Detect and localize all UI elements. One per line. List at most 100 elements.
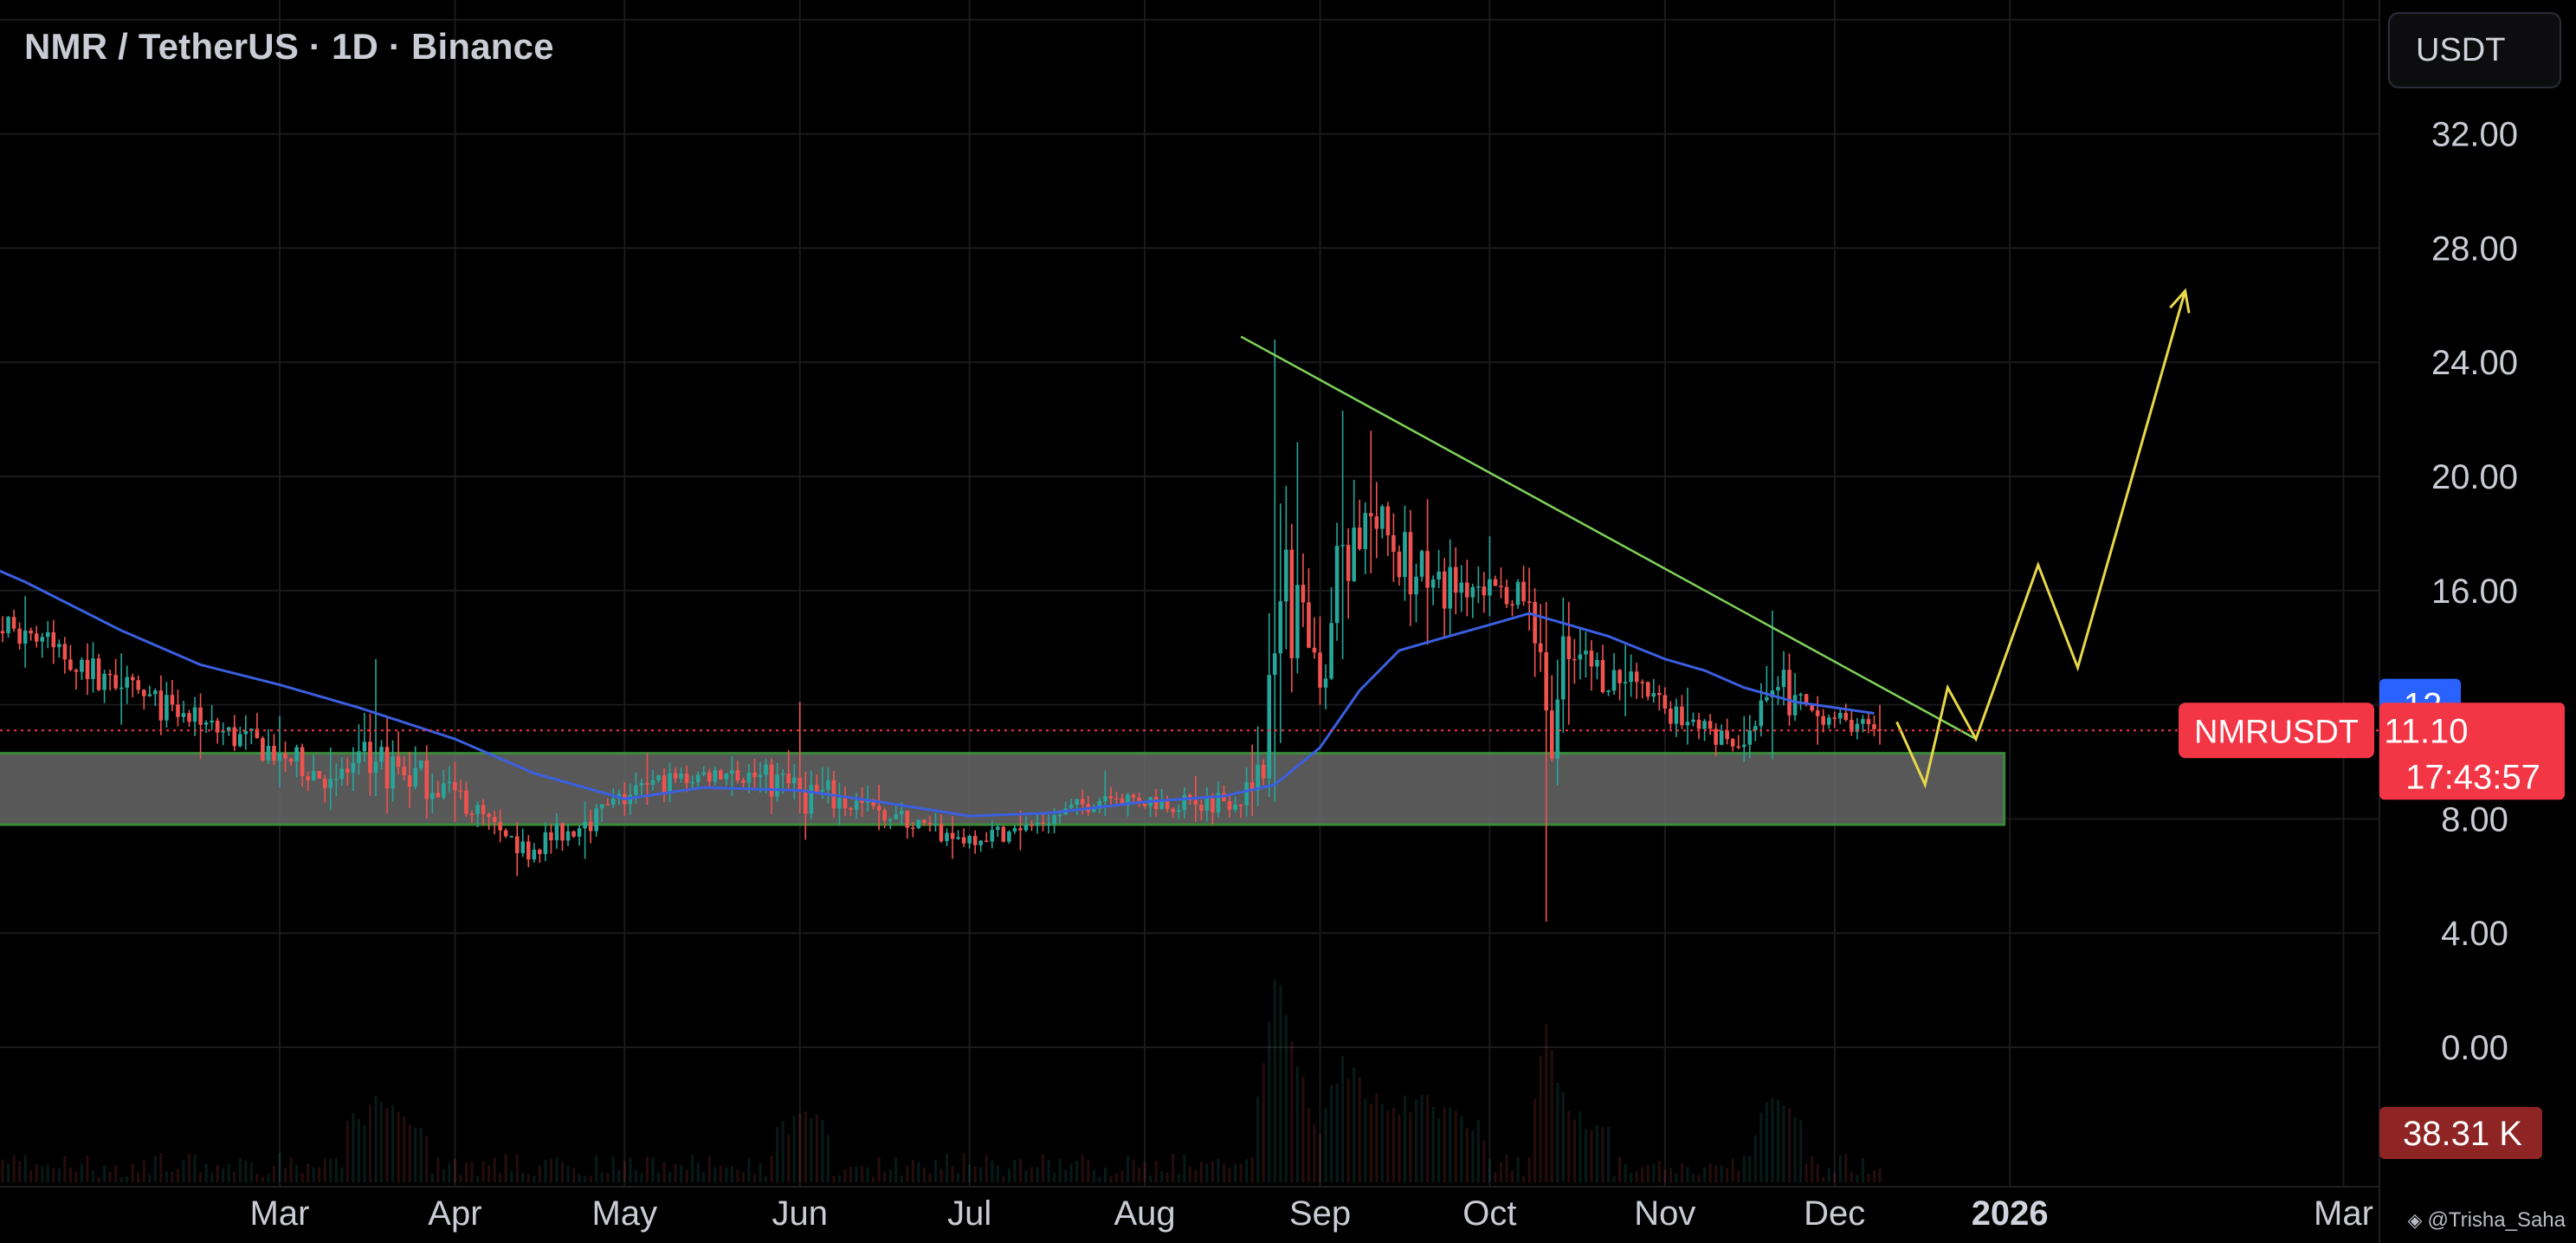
- candle-body[interactable]: [1821, 715, 1825, 725]
- candle-body[interactable]: [645, 783, 649, 785]
- candle-body[interactable]: [6, 617, 10, 633]
- candle-body[interactable]: [1137, 797, 1141, 804]
- candle-body[interactable]: [357, 751, 361, 763]
- candle-body[interactable]: [956, 837, 960, 839]
- candle-body[interactable]: [668, 773, 672, 793]
- candle-body[interactable]: [418, 760, 423, 768]
- candle-body[interactable]: [1193, 800, 1198, 805]
- candle-body[interactable]: [820, 789, 825, 792]
- candle-body[interactable]: [1640, 682, 1645, 683]
- candle-body[interactable]: [849, 808, 853, 810]
- candle-body[interactable]: [1165, 800, 1170, 809]
- candle-body[interactable]: [345, 768, 350, 773]
- candle-body[interactable]: [1645, 682, 1650, 697]
- candle-body[interactable]: [1120, 798, 1125, 806]
- candle-body[interactable]: [684, 774, 689, 784]
- candle-body[interactable]: [1589, 651, 1594, 667]
- candle-body[interactable]: [1007, 831, 1011, 842]
- candle-body[interactable]: [215, 721, 220, 733]
- candle-body[interactable]: [1533, 601, 1537, 644]
- candle-body[interactable]: [1566, 636, 1572, 659]
- candle-body[interactable]: [543, 832, 548, 854]
- candle-body[interactable]: [384, 747, 390, 789]
- candle-body[interactable]: [927, 823, 933, 825]
- candle-body[interactable]: [1741, 744, 1746, 748]
- candle-body[interactable]: [80, 659, 84, 672]
- candle-body[interactable]: [972, 836, 978, 845]
- candle-body[interactable]: [526, 841, 531, 860]
- candle-body[interactable]: [232, 727, 237, 747]
- candle-body[interactable]: [1368, 513, 1373, 517]
- candle-body[interactable]: [362, 741, 367, 752]
- candle-body[interactable]: [1216, 793, 1221, 812]
- candle-body[interactable]: [1866, 719, 1871, 725]
- candle-body[interactable]: [141, 689, 146, 696]
- candle-body[interactable]: [306, 776, 310, 780]
- candle-body[interactable]: [487, 813, 491, 817]
- candle-body[interactable]: [1267, 675, 1272, 779]
- candle-body[interactable]: [1035, 822, 1040, 825]
- candle-body[interactable]: [442, 783, 446, 798]
- candle-body[interactable]: [243, 730, 249, 735]
- candle-body[interactable]: [1544, 651, 1549, 711]
- candle-body[interactable]: [588, 821, 593, 832]
- candle-body[interactable]: [1606, 690, 1611, 692]
- candle-body[interactable]: [1340, 545, 1345, 547]
- candle-body[interactable]: [933, 824, 938, 825]
- candle-body[interactable]: [1352, 528, 1356, 581]
- candle-body[interactable]: [1657, 693, 1662, 696]
- candle-body[interactable]: [1430, 579, 1436, 588]
- candle-body[interactable]: [1600, 660, 1605, 692]
- candle-body[interactable]: [809, 785, 814, 814]
- candle-body[interactable]: [1363, 513, 1368, 549]
- candle-body[interactable]: [221, 730, 225, 733]
- candle-body[interactable]: [1708, 721, 1713, 729]
- candle-body[interactable]: [1329, 623, 1333, 679]
- candle-body[interactable]: [764, 764, 768, 775]
- candle-body[interactable]: [752, 772, 757, 778]
- candle-body[interactable]: [187, 713, 191, 722]
- candle-body[interactable]: [1527, 601, 1532, 603]
- candle-body[interactable]: [1131, 794, 1136, 798]
- candle-body[interactable]: [1765, 697, 1769, 701]
- candle-body[interactable]: [1578, 654, 1583, 660]
- candle-body[interactable]: [210, 721, 214, 723]
- candle-body[interactable]: [1204, 797, 1210, 812]
- candle-body[interactable]: [1714, 728, 1718, 745]
- candle-body[interactable]: [1787, 670, 1792, 715]
- candle-body[interactable]: [1521, 581, 1526, 602]
- candle-body[interactable]: [1023, 825, 1029, 831]
- candle-body[interactable]: [334, 779, 339, 780]
- candle-body[interactable]: [447, 781, 452, 784]
- candle-body[interactable]: [1499, 586, 1503, 587]
- candle-body[interactable]: [1080, 799, 1085, 805]
- candle-body[interactable]: [107, 673, 113, 676]
- candle-body[interactable]: [464, 790, 468, 814]
- candle-body[interactable]: [430, 793, 435, 800]
- candle-body[interactable]: [520, 841, 526, 853]
- candle-body[interactable]: [1408, 532, 1413, 595]
- candle-body[interactable]: [198, 707, 203, 725]
- candle-body[interactable]: [328, 779, 333, 788]
- candle-body[interactable]: [170, 695, 175, 705]
- candle-body[interactable]: [871, 799, 875, 806]
- candle-body[interactable]: [1770, 690, 1775, 698]
- candle-body[interactable]: [780, 774, 785, 775]
- candle-body[interactable]: [1843, 713, 1849, 721]
- candle-body[interactable]: [532, 849, 537, 860]
- candle-body[interactable]: [1114, 798, 1119, 800]
- candle-body[interactable]: [538, 849, 542, 854]
- candle-body[interactable]: [113, 675, 118, 689]
- currency-button[interactable]: USDT: [2388, 12, 2561, 88]
- candle-body[interactable]: [1153, 797, 1159, 809]
- candle-body[interactable]: [23, 630, 28, 644]
- candle-body[interactable]: [1301, 585, 1306, 603]
- candle-body[interactable]: [1397, 551, 1402, 578]
- candle-body[interactable]: [560, 823, 565, 841]
- candle-body[interactable]: [1103, 796, 1107, 801]
- candle-body[interactable]: [1108, 796, 1114, 799]
- candle-body[interactable]: [1629, 671, 1633, 683]
- candle-body[interactable]: [894, 814, 899, 819]
- candle-body[interactable]: [351, 762, 356, 773]
